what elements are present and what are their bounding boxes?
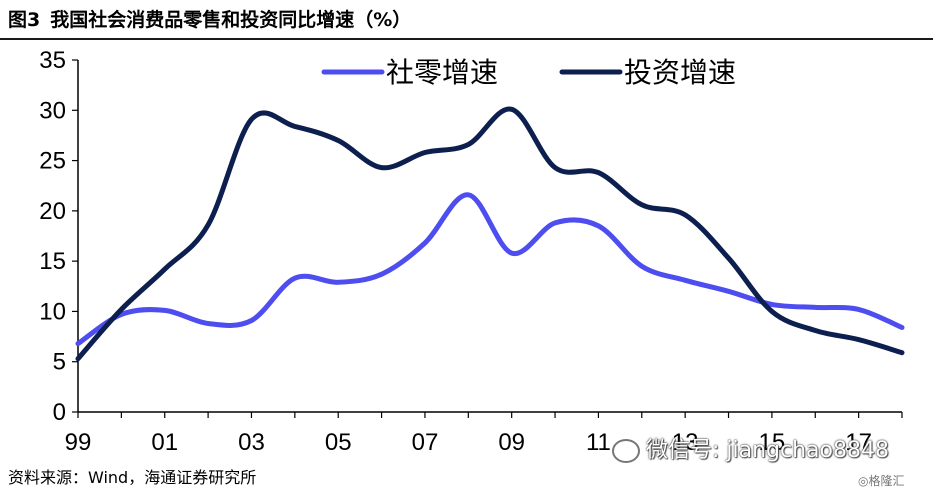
y-tick-label: 10 <box>39 298 66 325</box>
y-tick-label: 0 <box>53 399 66 426</box>
x-tick-label: 11 <box>586 429 611 456</box>
wechat-icon <box>612 439 640 463</box>
x-tick-label: 07 <box>412 429 439 456</box>
series-line-1 <box>75 192 905 347</box>
x-tick-label: 05 <box>325 429 352 456</box>
figure-label: 图3 <box>8 9 41 31</box>
x-tick-label: 15 <box>759 429 786 456</box>
x-tick-label: 01 <box>151 429 178 456</box>
watermark: 微信号: jiangchao8848 <box>612 432 889 464</box>
line-chart: 0510152025303599 01 03 05 07 09 11 13 15 17 社零增速投… <box>39 47 905 456</box>
y-tick-label: 30 <box>39 97 66 124</box>
y-tick-label: 20 <box>39 198 66 225</box>
x-tick-label: 17 <box>845 429 872 456</box>
x-tick-label: 99 <box>65 429 92 456</box>
chart-title-bar: 图3 我国社会消费品零售和投资同比增速（%） <box>0 0 933 40</box>
y-tick-label: 15 <box>39 248 66 275</box>
y-tick-label: 25 <box>39 148 66 175</box>
x-tick-label: 03 <box>238 429 265 456</box>
legend-label-1: 社零增速 <box>386 56 498 89</box>
y-tick-label: 35 <box>39 47 66 74</box>
series-line-2 <box>75 106 905 362</box>
legend: 社零增速 投资增速 <box>321 56 736 89</box>
chart-title: 我国社会消费品零售和投资同比增速（%） <box>50 9 412 31</box>
watermark-text: 微信号: jiangchao8848 <box>646 438 889 463</box>
source-note: 资料来源：Wind，海通证券研究所 <box>8 468 257 487</box>
corner-watermark: ◎格隆汇 <box>858 474 905 488</box>
legend-label-2: 投资增速 <box>624 56 736 89</box>
x-tick-label: 09 <box>498 429 525 456</box>
y-tick-label: 5 <box>53 349 66 376</box>
x-tick-label: 13 <box>672 429 699 456</box>
series-layer <box>75 106 905 362</box>
